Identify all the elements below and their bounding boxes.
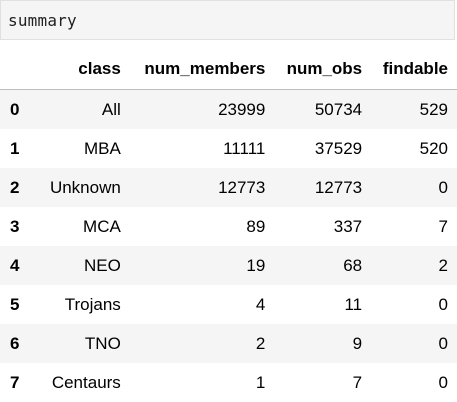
num-members-cell: 23999 <box>218 99 266 119</box>
num-obs-cell: 12773 <box>314 177 363 197</box>
row-index: 3 <box>10 216 20 236</box>
num-obs-cell: 37529 <box>314 138 363 158</box>
findable-cell: 529 <box>419 99 448 119</box>
findable-cell: 2 <box>438 255 448 275</box>
row-index: 2 <box>10 177 20 197</box>
num-obs-cell: 7 <box>352 372 363 392</box>
table-row: 0 All 23999 50734 529 <box>0 89 457 129</box>
table-row: 2 Unknown 12773 12773 0 <box>0 168 457 207</box>
class-cell: Trojans <box>64 294 121 314</box>
class-cell: All <box>101 99 121 119</box>
row-index: 5 <box>10 294 20 314</box>
num-members-cell: 12773 <box>218 177 266 197</box>
class-header: class <box>36 49 121 90</box>
findable-cell: 0 <box>438 177 448 197</box>
class-cell: MCA <box>83 216 121 236</box>
table-row: 7 Centaurs 1 7 0 <box>0 363 457 402</box>
index-header <box>0 49 37 90</box>
row-index: 0 <box>10 99 20 119</box>
num-obs-cell: 337 <box>333 216 363 236</box>
table-row: 1 MBA 11111 37529 520 <box>0 129 457 168</box>
dataframe-table: class num_members num_obs findable 0 All… <box>0 49 457 402</box>
num-members-cell: 1 <box>255 372 266 392</box>
num-members-header: num_members <box>120 49 266 90</box>
row-index: 6 <box>10 333 20 353</box>
row-index: 7 <box>10 372 20 392</box>
table-row: 4 NEO 19 68 2 <box>0 246 457 285</box>
findable-header: findable <box>362 49 457 90</box>
num-obs-header: num_obs <box>265 49 363 90</box>
num-obs-cell: 9 <box>352 333 363 353</box>
class-cell: Centaurs <box>51 372 121 392</box>
table-header: class num_members num_obs findable <box>0 49 457 90</box>
table-row: 5 Trojans 4 11 0 <box>0 285 457 324</box>
num-members-cell: 11111 <box>223 138 266 158</box>
num-members-cell: 89 <box>246 216 266 236</box>
class-cell: TNO <box>84 333 121 353</box>
findable-cell: 0 <box>438 294 448 314</box>
num-members-cell: 4 <box>255 294 266 314</box>
code-input[interactable]: summary <box>8 11 77 30</box>
class-cell: NEO <box>83 255 121 275</box>
class-cell: MBA <box>83 138 121 158</box>
table-row: 6 TNO 2 9 0 <box>0 324 457 363</box>
findable-cell: 520 <box>419 138 448 158</box>
findable-cell: 7 <box>438 216 448 236</box>
row-index: 1 <box>10 138 20 158</box>
num-members-cell: 19 <box>246 255 266 275</box>
code-cell[interactable]: summary <box>0 0 455 40</box>
header-row: class num_members num_obs findable <box>0 49 457 90</box>
num-obs-cell: 50734 <box>314 99 363 119</box>
findable-cell: 0 <box>438 333 448 353</box>
table-row: 3 MCA 89 337 7 <box>0 207 457 246</box>
num-members-cell: 2 <box>255 333 266 353</box>
findable-cell: 0 <box>438 372 448 392</box>
class-cell: Unknown <box>49 177 121 197</box>
row-index: 4 <box>10 255 20 275</box>
table-body: 0 All 23999 50734 529 1 MBA 11111 37529 … <box>0 89 457 402</box>
num-obs-cell: 68 <box>343 255 363 275</box>
num-obs-cell: 11 <box>344 294 363 314</box>
